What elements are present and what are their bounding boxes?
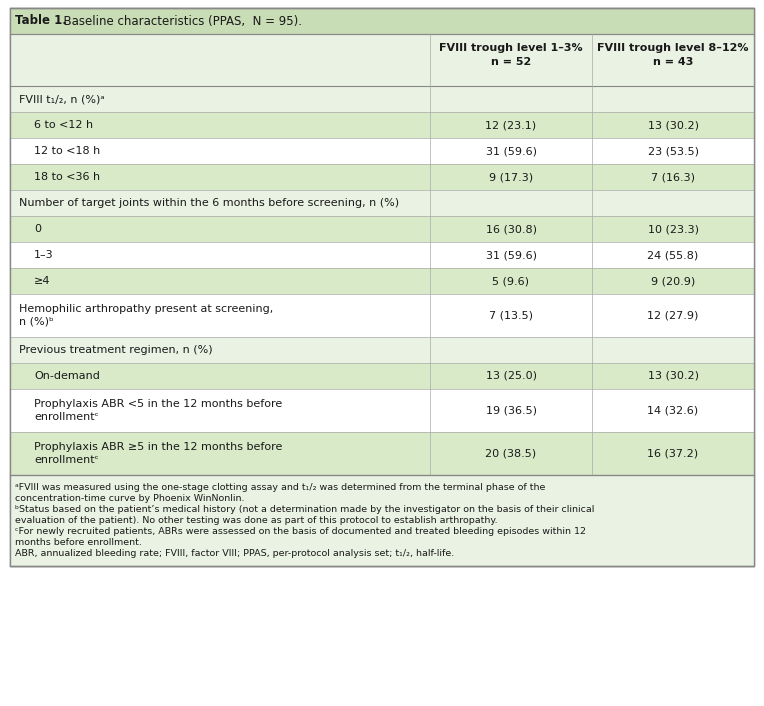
Text: 1–3: 1–3 <box>34 250 53 260</box>
Text: 6 to <12 h: 6 to <12 h <box>34 120 93 130</box>
Bar <box>10 112 754 138</box>
Text: FVIII trough level 1–3%: FVIII trough level 1–3% <box>439 43 583 53</box>
Text: ᵇStatus based on the patient’s medical history (not a determination made by the : ᵇStatus based on the patient’s medical h… <box>15 505 594 514</box>
Bar <box>10 474 754 566</box>
Text: 13 (30.2): 13 (30.2) <box>648 120 698 130</box>
Bar <box>10 337 754 363</box>
Text: Previous treatment regimen, n (%): Previous treatment regimen, n (%) <box>19 345 212 355</box>
Bar <box>10 268 754 294</box>
Bar <box>10 8 754 34</box>
Text: 5 (9.6): 5 (9.6) <box>493 276 529 286</box>
Text: months before enrollment.: months before enrollment. <box>15 538 142 546</box>
Text: Baseline characteristics (PPAS,  N = 95).: Baseline characteristics (PPAS, N = 95). <box>56 15 302 28</box>
Bar <box>10 8 754 566</box>
Text: ≥4: ≥4 <box>34 276 50 286</box>
Text: FVIII trough level 8–12%: FVIII trough level 8–12% <box>597 43 749 53</box>
Text: 31 (59.6): 31 (59.6) <box>485 250 536 260</box>
Text: concentration-time curve by Phoenix WinNonlin.: concentration-time curve by Phoenix WinN… <box>15 493 244 503</box>
Bar <box>10 242 754 268</box>
Text: Prophylaxis ABR <5 in the 12 months before: Prophylaxis ABR <5 in the 12 months befo… <box>34 399 282 409</box>
Bar <box>10 8 754 566</box>
Text: Prophylaxis ABR ≥5 in the 12 months before: Prophylaxis ABR ≥5 in the 12 months befo… <box>34 442 283 452</box>
Text: n = 43: n = 43 <box>652 57 693 67</box>
Text: 14 (32.6): 14 (32.6) <box>647 405 698 415</box>
Text: 0: 0 <box>34 224 41 234</box>
Text: 31 (59.6): 31 (59.6) <box>485 146 536 156</box>
Text: 16 (37.2): 16 (37.2) <box>647 448 698 458</box>
Text: 19 (36.5): 19 (36.5) <box>485 405 536 415</box>
Text: 12 (27.9): 12 (27.9) <box>647 311 699 321</box>
Text: Number of target joints within the 6 months before screening, n (%): Number of target joints within the 6 mon… <box>19 198 399 208</box>
Bar <box>10 138 754 164</box>
Bar <box>10 34 754 86</box>
Bar <box>10 432 754 474</box>
Text: evaluation of the patient). No other testing was done as part of this protocol t: evaluation of the patient). No other tes… <box>15 515 497 525</box>
Text: enrollmentᶜ: enrollmentᶜ <box>34 412 99 422</box>
Text: 13 (30.2): 13 (30.2) <box>648 371 698 381</box>
Bar <box>10 216 754 242</box>
Text: Table 1.: Table 1. <box>15 15 67 28</box>
Text: 9 (20.9): 9 (20.9) <box>651 276 695 286</box>
Text: enrollmentᶜ: enrollmentᶜ <box>34 455 99 465</box>
Bar <box>10 389 754 432</box>
Text: 13 (25.0): 13 (25.0) <box>485 371 536 381</box>
Text: n (%)ᵇ: n (%)ᵇ <box>19 317 53 327</box>
Text: ABR, annualized bleeding rate; FVIII, factor VIII; PPAS, per-protocol analysis s: ABR, annualized bleeding rate; FVIII, fa… <box>15 549 455 558</box>
Text: 9 (17.3): 9 (17.3) <box>489 172 533 182</box>
Text: ᵃFVIII was measured using the one-stage clotting assay and t₁/₂ was determined f: ᵃFVIII was measured using the one-stage … <box>15 483 545 491</box>
Text: 10 (23.3): 10 (23.3) <box>648 224 698 234</box>
Text: 18 to <36 h: 18 to <36 h <box>34 172 100 182</box>
Text: 24 (55.8): 24 (55.8) <box>647 250 698 260</box>
Text: 7 (13.5): 7 (13.5) <box>489 311 533 321</box>
Text: 12 (23.1): 12 (23.1) <box>485 120 536 130</box>
Text: 12 to <18 h: 12 to <18 h <box>34 146 100 156</box>
Bar <box>10 190 754 216</box>
Text: 20 (38.5): 20 (38.5) <box>485 448 536 458</box>
Bar <box>10 363 754 389</box>
Text: On-demand: On-demand <box>34 371 100 381</box>
Text: n = 52: n = 52 <box>491 57 531 67</box>
Bar <box>10 86 754 112</box>
Text: FVIII t₁/₂, n (%)ᵃ: FVIII t₁/₂, n (%)ᵃ <box>19 94 105 104</box>
Bar <box>10 294 754 337</box>
Bar <box>10 164 754 190</box>
Text: Hemophilic arthropathy present at screening,: Hemophilic arthropathy present at screen… <box>19 304 274 314</box>
Text: 23 (53.5): 23 (53.5) <box>648 146 698 156</box>
Text: 7 (16.3): 7 (16.3) <box>651 172 695 182</box>
Text: 16 (30.8): 16 (30.8) <box>485 224 536 234</box>
Text: ᶜFor newly recruited patients, ABRs were assessed on the basis of documented and: ᶜFor newly recruited patients, ABRs were… <box>15 527 586 536</box>
